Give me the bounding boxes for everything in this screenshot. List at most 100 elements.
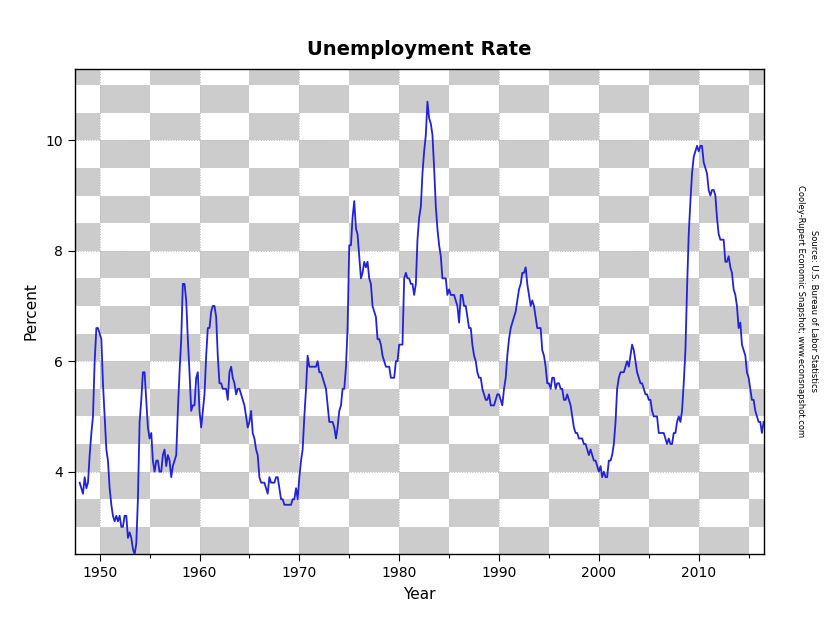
Bar [50,168,100,196]
Bar [50,416,100,444]
Bar [50,57,100,85]
Bar [549,333,599,361]
Bar [399,444,449,472]
Bar [199,278,250,306]
Bar [199,472,250,499]
Bar [449,113,499,140]
Bar [649,85,699,113]
Bar [349,85,399,113]
Bar [149,361,199,389]
Bar [250,168,300,196]
Bar [199,444,250,472]
Bar [499,472,549,499]
Bar [649,527,699,554]
Bar [699,499,749,527]
Bar [300,196,349,223]
Bar [499,140,549,168]
Bar [199,416,250,444]
Bar [300,113,349,140]
Bar [699,57,749,85]
Bar [649,333,699,361]
Bar [100,223,149,250]
Bar [749,113,798,140]
Bar [349,361,399,389]
Bar [599,85,649,113]
Bar [349,168,399,196]
Bar [100,499,149,527]
Bar [199,140,250,168]
Bar [599,333,649,361]
Y-axis label: Percent: Percent [23,283,38,340]
Bar [399,196,449,223]
Bar [399,333,449,361]
Bar [599,389,649,416]
Bar [149,306,199,333]
Bar [749,196,798,223]
Bar [449,306,499,333]
Bar [50,196,100,223]
Bar [300,361,349,389]
Bar [149,333,199,361]
Bar [449,250,499,278]
Bar [300,168,349,196]
Title: Unemployment Rate: Unemployment Rate [307,40,531,59]
Bar [649,444,699,472]
Bar [399,472,449,499]
Bar [499,306,549,333]
Bar [599,168,649,196]
Bar [649,499,699,527]
Text: Cooley-Rupert Economic Snapshot; www.econsnapshot.com: Cooley-Rupert Economic Snapshot; www.eco… [797,186,805,437]
Bar [300,333,349,361]
Text: Source: U.S. Bureau of Labor Statistics: Source: U.S. Bureau of Labor Statistics [809,231,818,392]
Bar [149,250,199,278]
Bar [100,361,149,389]
Bar [149,527,199,554]
Bar [749,57,798,85]
Bar [349,333,399,361]
Bar [449,168,499,196]
Bar [749,140,798,168]
Bar [499,527,549,554]
Bar [50,444,100,472]
Bar [449,85,499,113]
Bar [349,306,399,333]
Bar [300,472,349,499]
Bar [300,444,349,472]
Bar [149,389,199,416]
Bar [300,140,349,168]
Bar [199,85,250,113]
Bar [449,57,499,85]
Bar [649,416,699,444]
Bar [699,416,749,444]
Bar [399,57,449,85]
Bar [149,499,199,527]
Bar [50,113,100,140]
Bar [250,389,300,416]
Bar [549,527,599,554]
Bar [399,223,449,250]
Bar [149,472,199,499]
Bar [749,278,798,306]
Bar [449,444,499,472]
Bar [749,389,798,416]
Bar [549,196,599,223]
Bar [300,389,349,416]
Bar [449,223,499,250]
Bar [349,472,399,499]
Bar [499,444,549,472]
Bar [100,306,149,333]
Bar [699,223,749,250]
Bar [699,85,749,113]
Bar [199,223,250,250]
Bar [250,57,300,85]
Bar [649,57,699,85]
Bar [699,527,749,554]
Bar [549,168,599,196]
Bar [100,57,149,85]
Bar [549,140,599,168]
Bar [199,333,250,361]
Bar [199,113,250,140]
Bar [50,527,100,554]
Bar [100,140,149,168]
Bar [100,85,149,113]
